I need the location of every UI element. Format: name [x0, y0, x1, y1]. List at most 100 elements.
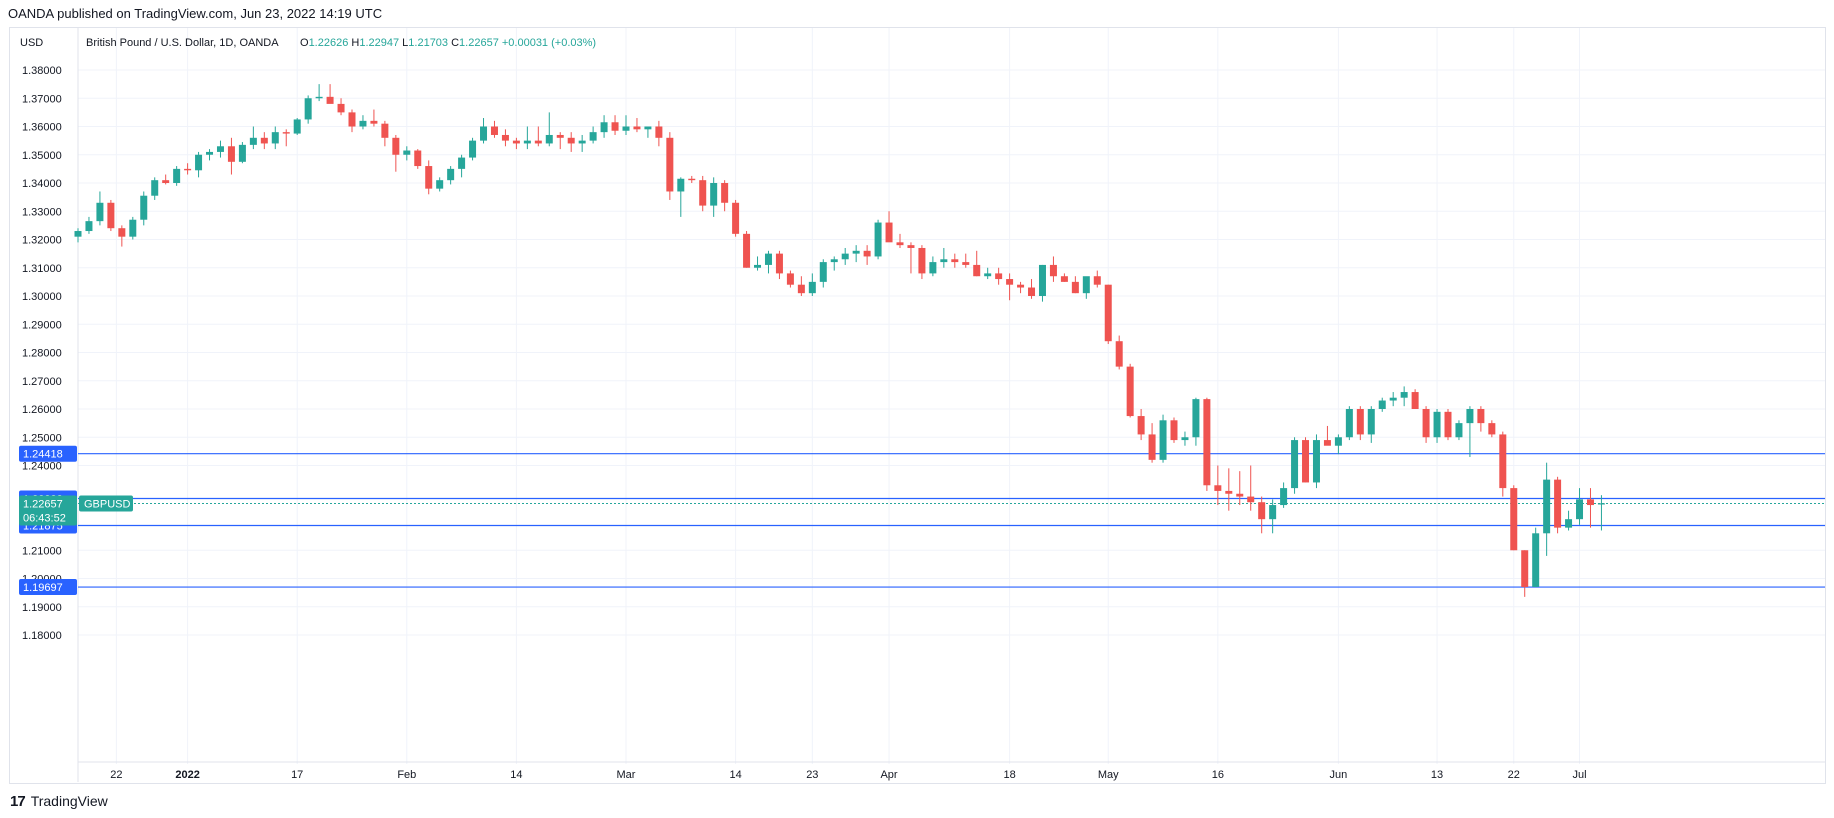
candle[interactable]	[436, 177, 444, 192]
candle[interactable]	[786, 270, 794, 288]
candle[interactable]	[1148, 423, 1156, 463]
candle[interactable]	[545, 112, 553, 147]
candle[interactable]	[1510, 485, 1518, 551]
candle[interactable]	[206, 149, 214, 161]
candle[interactable]	[173, 166, 181, 186]
candle[interactable]	[589, 126, 597, 144]
candle[interactable]	[929, 256, 937, 277]
candle[interactable]	[1302, 437, 1310, 483]
candle[interactable]	[1203, 397, 1211, 491]
candle[interactable]	[710, 177, 718, 217]
candle[interactable]	[1444, 409, 1452, 441]
candle[interactable]	[699, 175, 707, 212]
candle[interactable]	[808, 273, 816, 296]
candle[interactable]	[984, 267, 992, 280]
candle[interactable]	[414, 149, 422, 169]
candle[interactable]	[1181, 431, 1189, 446]
candle[interactable]	[1586, 488, 1594, 528]
candle[interactable]	[1258, 496, 1266, 534]
candle[interactable]	[1356, 406, 1364, 441]
candle[interactable]	[501, 129, 509, 147]
candle[interactable]	[1532, 527, 1540, 587]
candle[interactable]	[1378, 397, 1386, 412]
candle[interactable]	[556, 132, 564, 150]
candle[interactable]	[721, 180, 729, 212]
candle[interactable]	[797, 276, 805, 296]
candle[interactable]	[1499, 431, 1507, 497]
candle[interactable]	[1082, 276, 1090, 299]
candle[interactable]	[885, 211, 893, 243]
candle[interactable]	[1466, 406, 1474, 458]
symbol-title[interactable]: British Pound / U.S. Dollar, 1D, OANDA	[86, 37, 279, 49]
candle[interactable]	[107, 199, 115, 232]
candle[interactable]	[1389, 392, 1397, 407]
candle[interactable]	[1192, 397, 1200, 446]
candle[interactable]	[1038, 264, 1046, 302]
candle[interactable]	[1554, 476, 1562, 534]
candle[interactable]	[633, 118, 641, 133]
candle[interactable]	[260, 132, 268, 150]
candle[interactable]	[907, 242, 915, 274]
candle[interactable]	[118, 225, 126, 247]
candle[interactable]	[995, 267, 1003, 285]
candle[interactable]	[852, 245, 860, 263]
candle[interactable]	[293, 118, 301, 135]
candle[interactable]	[1017, 281, 1025, 294]
candle[interactable]	[238, 142, 246, 164]
candle[interactable]	[1367, 406, 1375, 443]
candle[interactable]	[129, 216, 137, 240]
candle[interactable]	[1071, 276, 1079, 294]
candle[interactable]	[940, 247, 948, 268]
candle[interactable]	[918, 245, 926, 280]
candle[interactable]	[249, 126, 257, 150]
candle[interactable]	[184, 163, 192, 175]
candle[interactable]	[1126, 363, 1134, 418]
candle[interactable]	[425, 160, 433, 195]
candle[interactable]	[447, 166, 455, 185]
candle[interactable]	[764, 250, 772, 274]
candle[interactable]	[337, 98, 345, 116]
candle[interactable]	[1291, 437, 1299, 494]
candle[interactable]	[874, 219, 882, 260]
candle[interactable]	[896, 233, 904, 248]
candle[interactable]	[743, 231, 751, 268]
candle[interactable]	[403, 146, 411, 161]
candle[interactable]	[1269, 499, 1277, 534]
candle[interactable]	[1400, 386, 1408, 407]
candle[interactable]	[140, 191, 148, 226]
candle[interactable]	[512, 137, 520, 150]
candle[interactable]	[1488, 420, 1496, 438]
candle[interactable]	[1093, 270, 1101, 288]
candle[interactable]	[1225, 468, 1233, 511]
candle[interactable]	[282, 129, 290, 147]
candle[interactable]	[600, 115, 608, 138]
candle[interactable]	[85, 216, 93, 234]
candle[interactable]	[973, 250, 981, 277]
candle[interactable]	[151, 177, 159, 200]
candle[interactable]	[1323, 425, 1331, 446]
candle[interactable]	[1477, 406, 1485, 432]
candle[interactable]	[830, 256, 838, 271]
candle[interactable]	[523, 126, 531, 150]
candle[interactable]	[863, 245, 871, 265]
candle[interactable]	[1280, 482, 1288, 508]
candle[interactable]	[1060, 273, 1068, 282]
candle[interactable]	[1312, 434, 1320, 489]
candle[interactable]	[567, 132, 575, 152]
candle[interactable]	[1236, 471, 1244, 506]
candle[interactable]	[1597, 495, 1605, 531]
candle[interactable]	[578, 134, 586, 152]
candle[interactable]	[1159, 414, 1167, 463]
candle[interactable]	[370, 109, 378, 127]
candle[interactable]	[688, 175, 696, 183]
candle[interactable]	[1345, 406, 1353, 441]
candle[interactable]	[644, 126, 652, 138]
candle[interactable]	[469, 137, 477, 161]
candle[interactable]	[1006, 273, 1014, 301]
candle[interactable]	[326, 84, 334, 104]
candle[interactable]	[1214, 465, 1222, 506]
candle[interactable]	[1104, 284, 1112, 345]
candle[interactable]	[348, 109, 356, 133]
candle[interactable]	[754, 256, 762, 271]
candle[interactable]	[227, 137, 235, 175]
